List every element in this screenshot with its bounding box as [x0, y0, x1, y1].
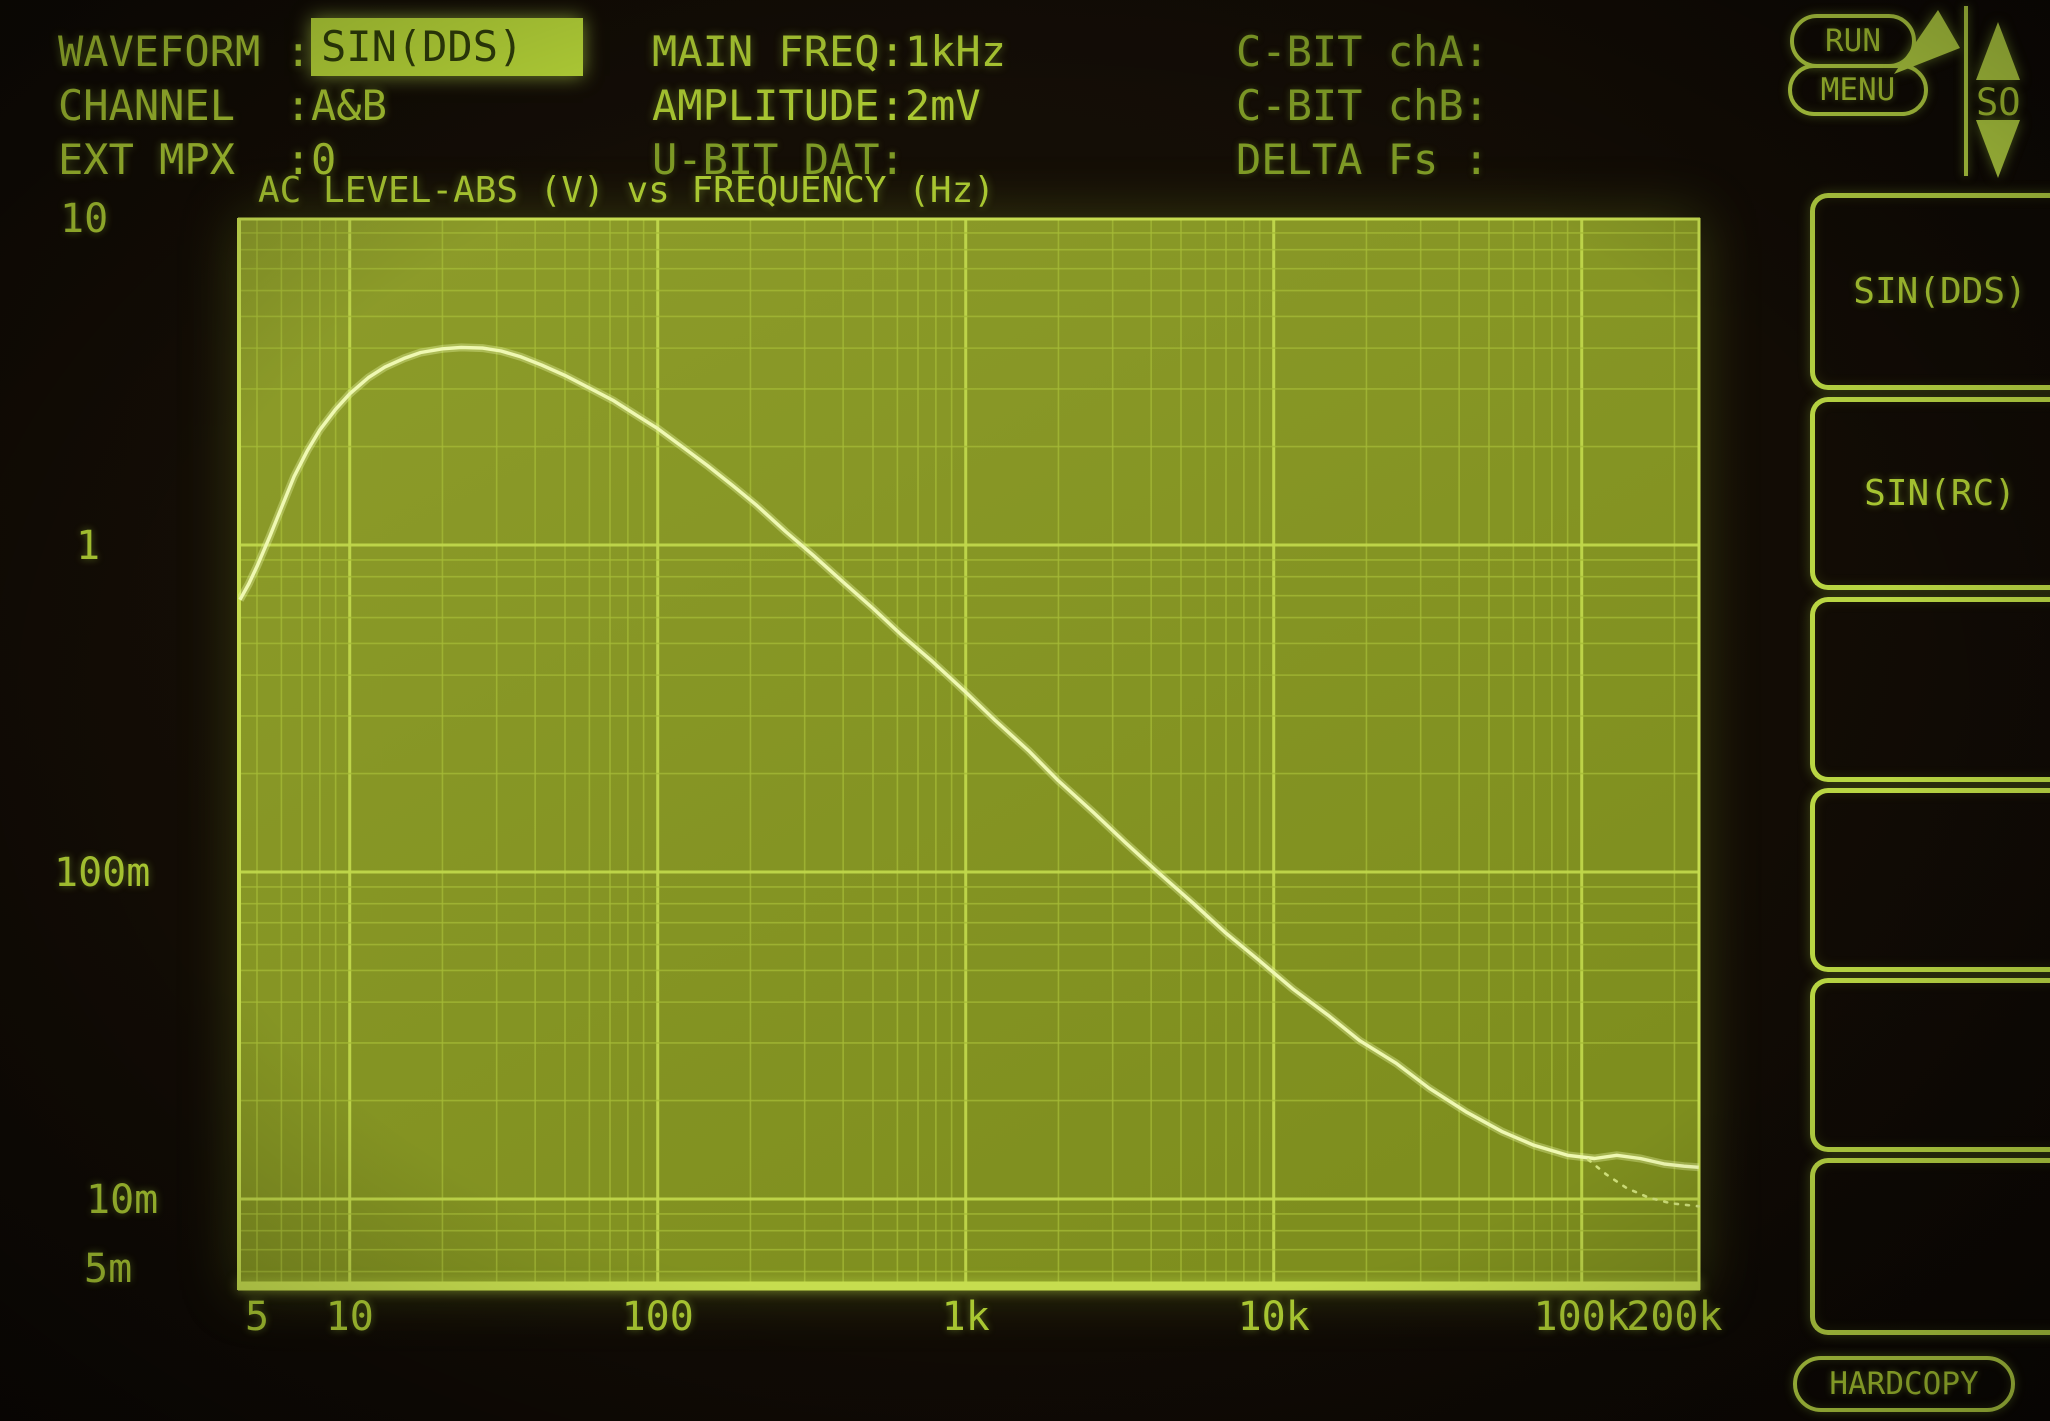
y-tick-label-10m: 10m: [86, 1177, 158, 1223]
softkey-sin-dds-[interactable]: SIN(DDS): [1810, 193, 2050, 390]
run-button-label: RUN: [1825, 23, 1881, 59]
field-amplitude-2mv[interactable]: AMPLITUDE:2mV: [652, 81, 981, 130]
field-value-channel-[interactable]: A&B: [311, 81, 387, 130]
softkey-empty-6[interactable]: [1810, 1158, 2050, 1335]
menu-button-label: MENU: [1820, 72, 1896, 108]
field-c-bit-cha: C-BIT chA:: [1236, 27, 1489, 76]
chart-title: AC LEVEL-ABS (V) vs FREQUENCY (Hz): [258, 170, 995, 211]
softkey-label-sin-dds-: SIN(DDS): [1853, 271, 2027, 312]
mouse-pointer-icon: [1894, 10, 1960, 74]
y-tick-label-10: 10: [60, 196, 108, 242]
panel-separator-line: [1964, 6, 1968, 176]
x-tick-label-100: 100: [622, 1294, 694, 1340]
cursor-and-arrows-layer: [1894, 10, 2020, 178]
field-delta-fs: DELTA Fs :: [1236, 135, 1489, 184]
x-tick-label-10: 10: [326, 1294, 374, 1340]
x-tick-label-1k: 1k: [942, 1294, 990, 1340]
trace-ac-level-response: [238, 345, 1699, 1169]
field-label-waveform-: WAVEFORM :: [58, 27, 311, 76]
field-label-channel-: CHANNEL :: [58, 81, 311, 130]
hardcopy-button-label: HARDCOPY: [1829, 1366, 1979, 1402]
softkey-empty-4[interactable]: [1810, 788, 2050, 972]
field-label-ext-mpx-: EXT MPX :: [58, 135, 311, 184]
plot-frame: [237, 217, 1701, 1291]
field-value-ext-mpx-[interactable]: 0: [311, 135, 337, 184]
field-c-bit-chb: C-BIT chB:: [1236, 81, 1489, 130]
y-tick-label-1: 1: [76, 523, 100, 569]
softkey-sin-rc-[interactable]: SIN(RC): [1810, 397, 2050, 590]
scroll-up-arrow-icon[interactable]: [1976, 22, 2020, 80]
hardcopy-button[interactable]: HARDCOPY: [1793, 1356, 2015, 1412]
scroll-indicator-label: SO: [1976, 81, 2021, 124]
softkey-label-sin-rc-: SIN(RC): [1864, 473, 2016, 514]
field-u-bit-dat: U-BIT DAT:: [652, 135, 905, 184]
x-tick-label-10k: 10k: [1238, 1294, 1310, 1340]
field-main-freq-1khz[interactable]: MAIN FREQ:1kHz: [652, 27, 1007, 76]
data-traces: [238, 343, 1700, 1208]
softkey-empty-3[interactable]: [1810, 597, 2050, 782]
trace-secondary-trace-dotted: [1586, 1158, 1700, 1208]
scroll-down-arrow-icon[interactable]: [1976, 120, 2020, 178]
grid-lines: [238, 218, 1700, 1290]
y-tick-label-5m: 5m: [84, 1246, 132, 1292]
x-tick-label-100k: 100k: [1534, 1294, 1630, 1340]
softkey-empty-5[interactable]: [1810, 978, 2050, 1152]
field-value-waveform--highlighted[interactable]: SIN(DDS): [311, 18, 583, 76]
x-tick-label-200k: 200k: [1626, 1294, 1722, 1340]
y-tick-label-100m: 100m: [54, 850, 150, 896]
x-tick-label-5: 5: [245, 1294, 269, 1340]
menu-button[interactable]: MENU: [1788, 64, 1928, 116]
plot-background: [238, 218, 1700, 1290]
